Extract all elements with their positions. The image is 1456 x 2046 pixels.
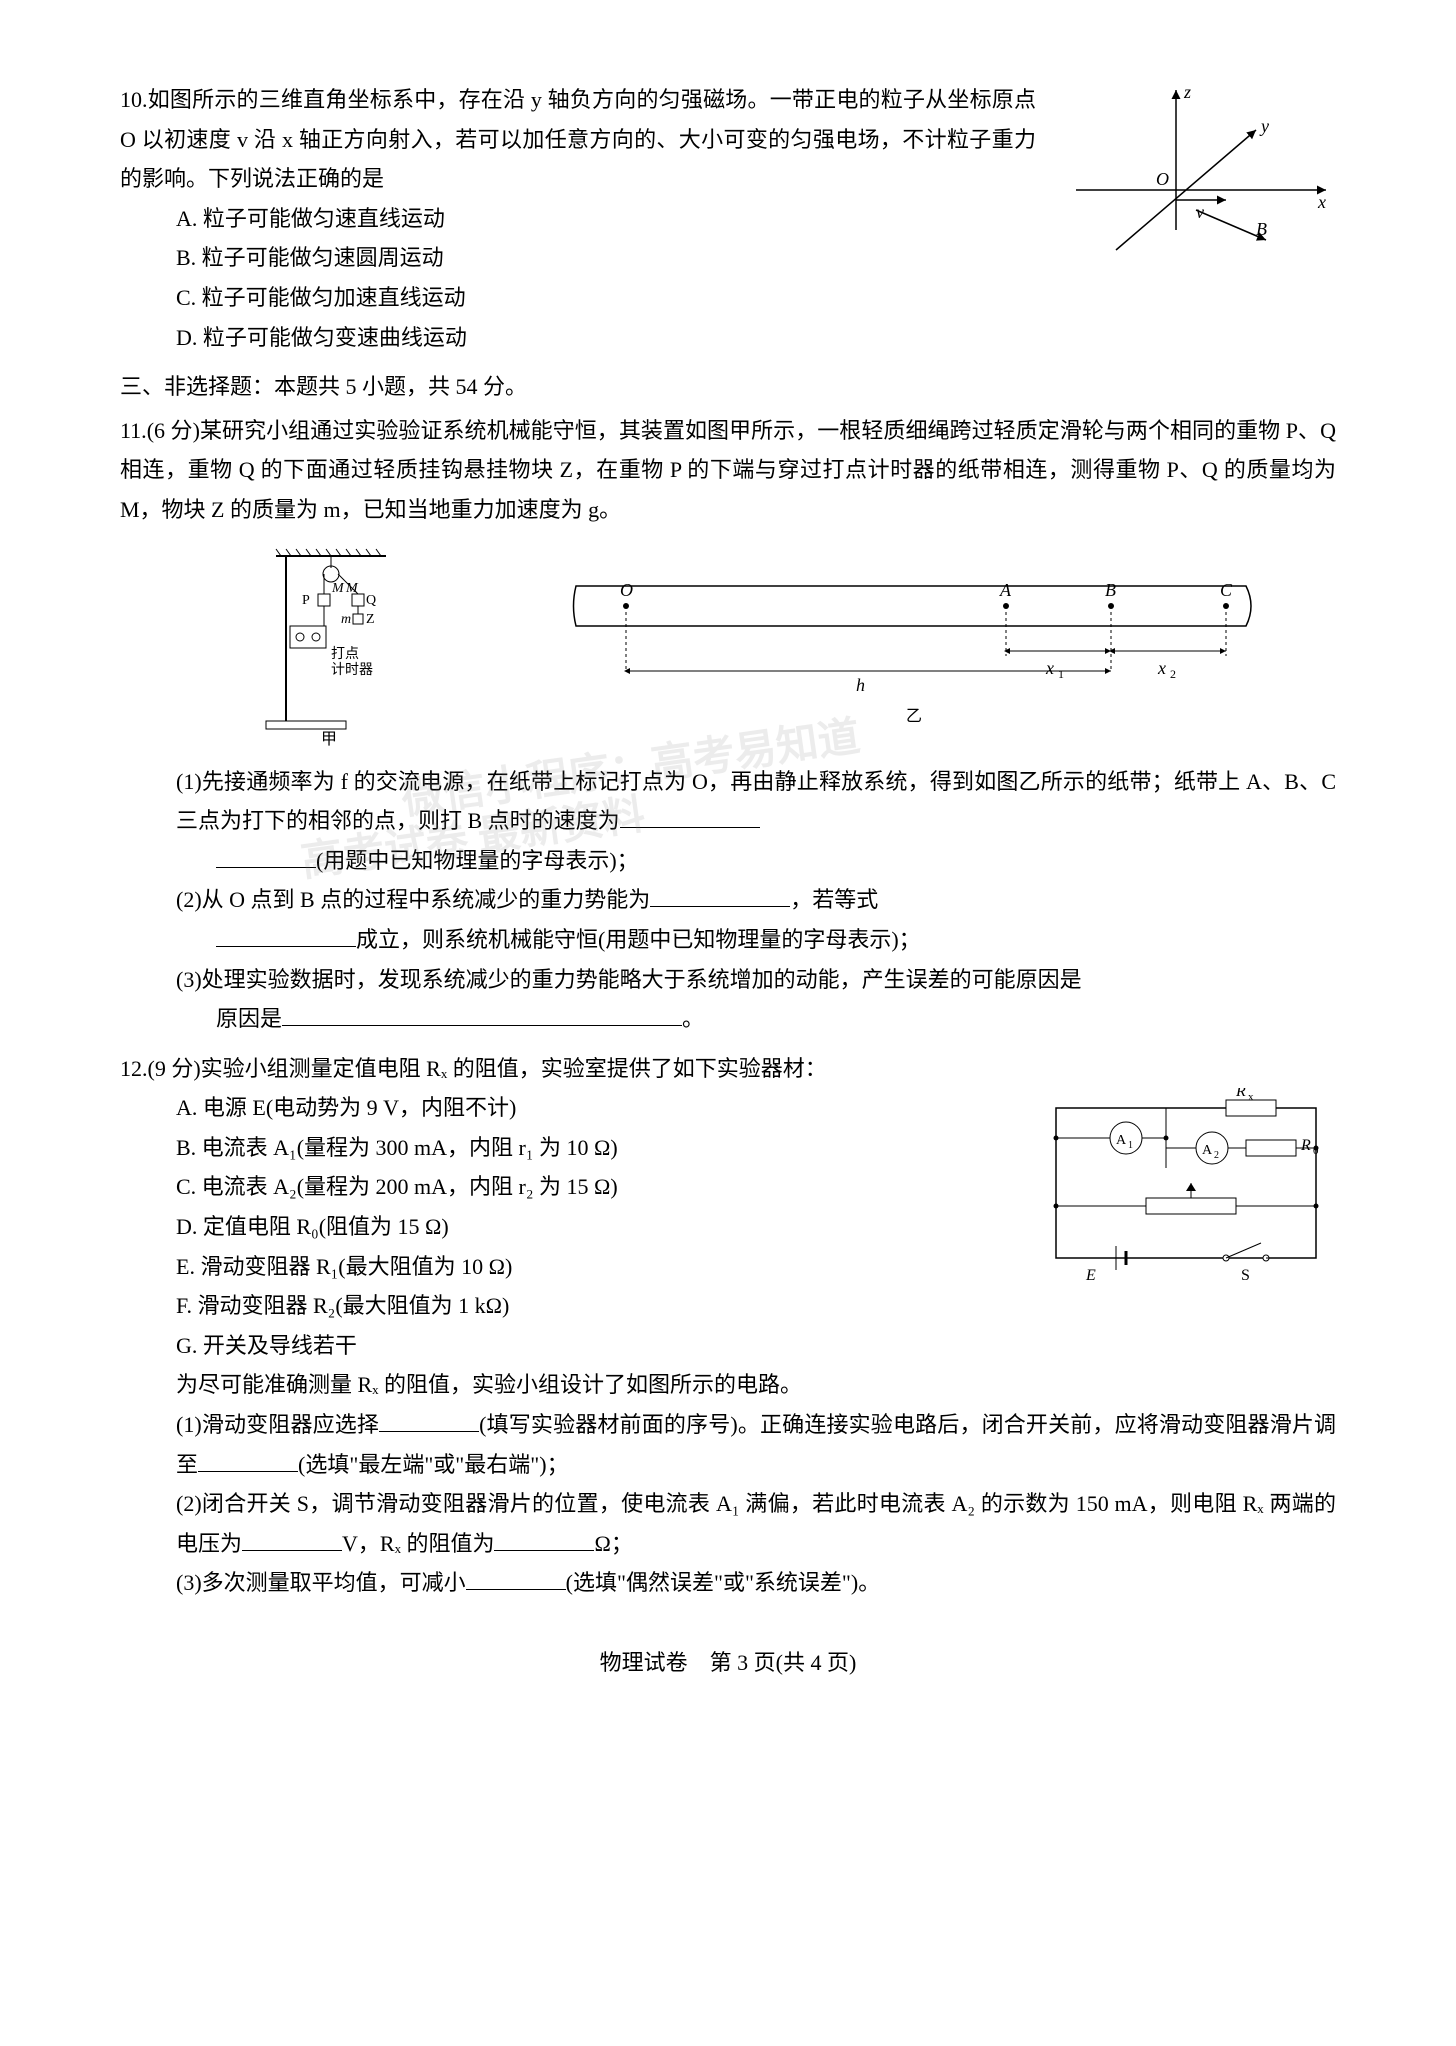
svg-text:A: A (999, 580, 1012, 600)
blank (650, 885, 790, 907)
svg-text:m: m (341, 612, 351, 627)
svg-text:2: 2 (1170, 667, 1176, 681)
q11-apparatus-figure: P M Q M m Z 打点 计时器 甲 (246, 546, 426, 746)
svg-text:Q: Q (366, 593, 376, 608)
blank (216, 846, 316, 868)
page-footer: 物理试卷 第 3 页(共 4 页) (120, 1643, 1336, 1683)
svg-text:Z: Z (366, 612, 375, 627)
q10-axis-figure: z x y O v B (1056, 80, 1336, 293)
svg-text:E: E (1085, 1267, 1096, 1284)
q12-num: 12. (120, 1056, 148, 1081)
q12-circuit-figure: Rx A1 A2 R0 (1036, 1088, 1336, 1301)
svg-text:C: C (1220, 580, 1233, 600)
O-label: O (1156, 169, 1169, 189)
q12-stem: 12.(9 分)实验小组测量定值电阻 Rₓ 的阻值，实验室提供了如下实验器材： (120, 1049, 1336, 1089)
svg-text:R: R (1235, 1088, 1246, 1100)
q11-figures: P M Q M m Z 打点 计时器 甲 (120, 546, 1336, 746)
q12-sub3: (3)多次测量取平均值，可减小(选填"偶然误差"或"系统误差")。 (120, 1563, 1336, 1603)
svg-text:O: O (620, 580, 633, 600)
q10-num: 10. (120, 87, 148, 112)
svg-text:计时器: 计时器 (331, 662, 373, 678)
blank (620, 806, 760, 828)
svg-text:A: A (1116, 1133, 1127, 1148)
blank (466, 1568, 566, 1590)
section3-header: 三、非选择题：本题共 5 小题，共 54 分。 (120, 367, 1336, 407)
q12-stem2: 为尽可能准确测量 Rₓ 的阻值，实验小组设计了如图所示的电路。 (120, 1365, 1336, 1405)
blank (198, 1450, 298, 1472)
svg-text:R: R (1300, 1137, 1311, 1154)
q11-sub2-cont: 成立，则系统机械能守恒(用题中已知物理量的字母表示)； (120, 920, 1336, 960)
q11-sub1-cont: (用题中已知物理量的字母表示)； (120, 841, 1336, 881)
svg-text:x: x (1248, 1091, 1254, 1103)
svg-text:打点: 打点 (331, 645, 359, 662)
q10-optD: D. 粒子可能做匀变速曲线运动 (120, 318, 1336, 358)
svg-text:M: M (345, 581, 359, 596)
question-11: 11.(6 分)某研究小组通过实验验证系统机械能守恒，其装置如图甲所示，一根轻质… (120, 411, 1336, 1039)
blank (282, 1004, 682, 1026)
svg-text:2: 2 (1214, 1150, 1219, 1161)
q11-tape-figure: O A B C h x1 (566, 556, 1266, 736)
q11-num: 11. (120, 418, 147, 443)
q11-sub3-cont: 原因是。 (120, 999, 1336, 1039)
svg-text:S: S (1241, 1267, 1250, 1284)
svg-text:1: 1 (1058, 667, 1064, 681)
svg-text:B: B (1105, 580, 1116, 600)
q11-sub2: (2)从 O 点到 B 点的过程中系统减少的重力势能为，若等式 (120, 880, 1336, 920)
blank (242, 1529, 342, 1551)
svg-text:A: A (1202, 1143, 1213, 1158)
svg-text:x: x (1157, 658, 1166, 678)
blank (494, 1529, 594, 1551)
q12-points: (9 分) (148, 1056, 201, 1081)
svg-text:x: x (1045, 658, 1054, 678)
q12-optG: G. 开关及导线若干 (120, 1326, 1336, 1366)
q11-sub3: (3)处理实验数据时，发现系统减少的重力势能略大于系统增加的动能，产生误差的可能… (120, 960, 1336, 1000)
q11-sub1: (1)先接通频率为 f 的交流电源，在纸带上标记打点为 O，再由静止释放系统，得… (120, 762, 1336, 841)
z-label: z (1183, 82, 1191, 102)
q11-points: (6 分) (147, 418, 200, 443)
blank (379, 1410, 479, 1432)
y-label: y (1259, 116, 1269, 136)
x-label: x (1317, 192, 1326, 212)
svg-text:甲: 甲 (321, 731, 337, 746)
B-label: B (1256, 219, 1267, 239)
svg-text:乙: 乙 (906, 708, 922, 725)
q11-stem: 11.(6 分)某研究小组通过实验验证系统机械能守恒，其装置如图甲所示，一根轻质… (120, 411, 1336, 530)
question-10: z x y O v B 10.如图所示的三维直角坐标系中，存在沿 y 轴负方向的… (120, 80, 1336, 357)
svg-text:P: P (302, 593, 310, 608)
svg-text:M: M (331, 581, 345, 596)
svg-text:1: 1 (1128, 1140, 1133, 1151)
blank (216, 925, 356, 947)
svg-text:h: h (856, 675, 865, 695)
q12-sub1: (1)滑动变阻器应选择(填写实验器材前面的序号)。正确连接实验电路后，闭合开关前… (120, 1405, 1336, 1484)
question-12: 12.(9 分)实验小组测量定值电阻 Rₓ 的阻值，实验室提供了如下实验器材： … (120, 1049, 1336, 1603)
q12-sub2: (2)闭合开关 S，调节滑动变阻器滑片的位置，使电流表 A₁ 满偏，若此时电流表… (120, 1484, 1336, 1563)
